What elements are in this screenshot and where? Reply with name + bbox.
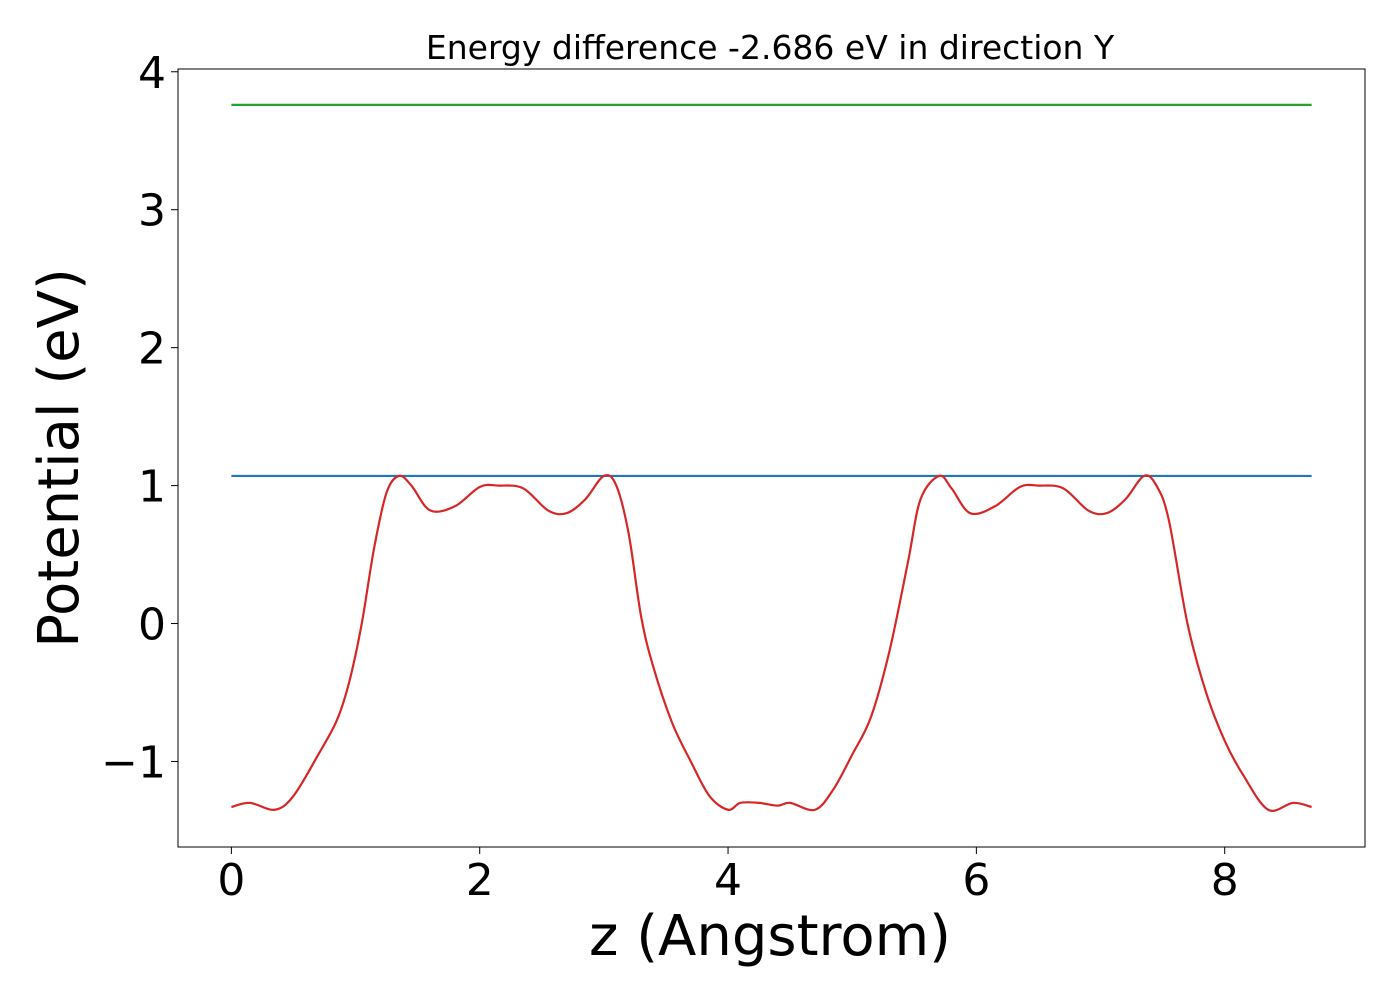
y-tick-label: 3 bbox=[138, 186, 166, 237]
y-tick-label: 4 bbox=[138, 48, 166, 99]
y-axis-label: Potential (eV) bbox=[27, 268, 92, 648]
x-tick-label: 0 bbox=[217, 855, 245, 906]
plot-frame bbox=[177, 68, 1366, 848]
y-axis: −1 0 1 2 3 4 bbox=[101, 48, 178, 788]
y-tick-label: 1 bbox=[138, 462, 166, 513]
x-axis: 0 2 4 6 8 bbox=[217, 847, 1239, 906]
y-tick-label: 0 bbox=[138, 600, 166, 651]
series-line-2 bbox=[231, 474, 1312, 812]
x-tick-label: 8 bbox=[1211, 855, 1239, 906]
y-tick-label: 2 bbox=[138, 324, 166, 375]
y-tick-label: −1 bbox=[101, 737, 166, 788]
plot-area bbox=[231, 103, 1312, 812]
x-tick-label: 2 bbox=[466, 855, 494, 906]
x-tick-label: 4 bbox=[714, 855, 742, 906]
chart-title: Energy difference -2.686 eV in direction… bbox=[426, 28, 1115, 67]
x-axis-label: z (Angstrom) bbox=[589, 904, 951, 969]
x-tick-label: 6 bbox=[962, 855, 990, 906]
